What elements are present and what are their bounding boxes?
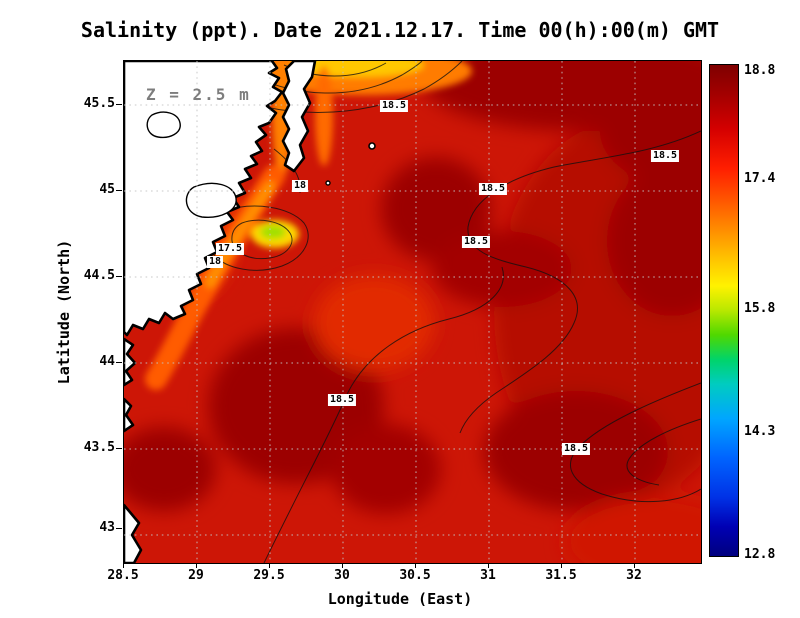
colorbar-tick-label: 17.4 bbox=[744, 171, 776, 186]
y-tick-mark bbox=[116, 528, 122, 529]
y-tick-label: 43 bbox=[99, 520, 115, 535]
contour-label: 18.5 bbox=[461, 236, 491, 248]
plume-green-patch bbox=[260, 225, 286, 239]
contour-label: 18.5 bbox=[379, 100, 409, 112]
x-tick-mark bbox=[488, 563, 489, 568]
contour-label: 18.5 bbox=[561, 443, 591, 455]
x-tick-mark bbox=[415, 563, 416, 568]
x-tick-label: 29.5 bbox=[253, 568, 285, 583]
contour-label: 18.5 bbox=[327, 394, 357, 406]
x-tick-label: 29 bbox=[188, 568, 204, 583]
lagoon-outlines bbox=[146, 111, 237, 218]
colorbar-tick-label: 15.8 bbox=[744, 301, 776, 316]
y-tick-label: 45.5 bbox=[83, 96, 115, 111]
y-tick-mark bbox=[116, 190, 122, 191]
y-tick-label: 43.5 bbox=[83, 440, 115, 455]
x-tick-label: 30 bbox=[334, 568, 350, 583]
x-tick-label: 28.5 bbox=[107, 568, 139, 583]
map-plot-area: Z = 2.5 m 18.5 18.5 18.5 18.5 18.5 18.5 … bbox=[123, 60, 702, 564]
coast-sliver-bottom bbox=[124, 503, 143, 563]
x-tick-mark bbox=[269, 563, 270, 568]
delta-peninsula bbox=[281, 61, 317, 173]
chart-title: Salinity (ppt). Date 2021.12.17. Time 00… bbox=[80, 18, 720, 42]
y-tick-mark bbox=[116, 362, 122, 363]
x-axis-label: Longitude (East) bbox=[327, 590, 473, 608]
contour-label: 18.5 bbox=[650, 150, 680, 162]
contour-label: 17.5 bbox=[215, 243, 245, 255]
tiny-islet bbox=[325, 180, 331, 186]
coast-sliver-1 bbox=[124, 337, 137, 387]
x-tick-mark bbox=[342, 563, 343, 568]
contour-label: 18 bbox=[206, 256, 224, 268]
x-tick-mark bbox=[196, 563, 197, 568]
gridlines bbox=[124, 61, 701, 563]
contour-label: 18.5 bbox=[478, 183, 508, 195]
colorbar-tick-label: 14.3 bbox=[744, 424, 776, 439]
y-tick-label: 44 bbox=[99, 354, 115, 369]
x-tick-label: 31.5 bbox=[545, 568, 577, 583]
x-tick-mark bbox=[561, 563, 562, 568]
salinity-heatmap bbox=[124, 61, 701, 563]
colorbar-tick-label: 18.8 bbox=[744, 63, 776, 78]
colorbar-tick-label: 12.8 bbox=[744, 547, 776, 562]
y-tick-label: 44.5 bbox=[83, 268, 115, 283]
y-tick-mark bbox=[116, 448, 122, 449]
x-tick-label: 31 bbox=[480, 568, 496, 583]
y-tick-mark bbox=[116, 104, 122, 105]
depth-annotation: Z = 2.5 m bbox=[146, 85, 251, 104]
colorbar bbox=[709, 64, 739, 557]
y-tick-label: 45 bbox=[99, 182, 115, 197]
y-tick-mark bbox=[116, 276, 122, 277]
contour-label: 18 bbox=[291, 180, 309, 192]
x-tick-label: 30.5 bbox=[399, 568, 431, 583]
coast-sliver-2 bbox=[124, 397, 135, 433]
x-tick-mark bbox=[634, 563, 635, 568]
small-island bbox=[368, 142, 376, 150]
x-tick-mark bbox=[123, 563, 124, 568]
x-tick-label: 32 bbox=[626, 568, 642, 583]
